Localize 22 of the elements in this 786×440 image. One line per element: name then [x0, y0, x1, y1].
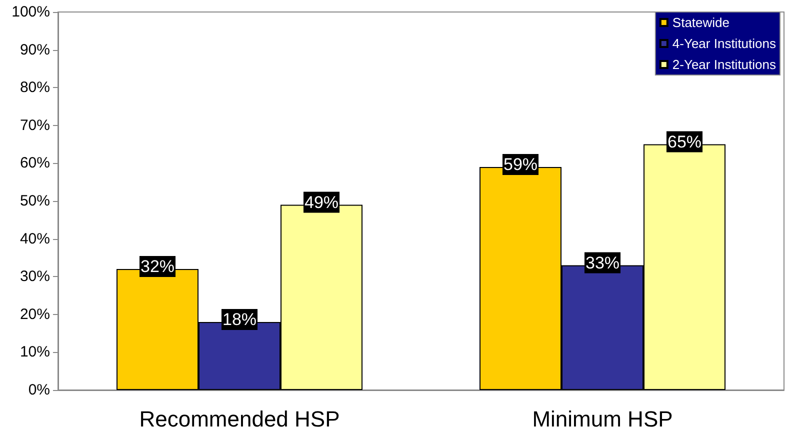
- legend-label: 4-Year Institutions: [672, 36, 776, 51]
- data-label: 49%: [304, 192, 339, 212]
- y-tick-label: 90%: [20, 41, 50, 58]
- y-tick-label: 50%: [20, 192, 50, 210]
- data-label: 33%: [585, 253, 620, 272]
- y-tick-label: 10%: [20, 344, 50, 361]
- y-tick-label: 30%: [20, 268, 50, 286]
- y-tick-label: 20%: [20, 306, 50, 323]
- data-label: 65%: [667, 132, 702, 152]
- y-tick-label: 70%: [20, 116, 50, 134]
- data-label: 59%: [503, 154, 538, 174]
- y-tick-label: 40%: [20, 230, 50, 248]
- legend-label: Statewide: [672, 15, 730, 30]
- data-label: 32%: [140, 257, 175, 276]
- y-tick-label: 0%: [28, 382, 50, 398]
- x-tick-label: Minimum HSP: [532, 406, 673, 432]
- data-label: 18%: [222, 310, 257, 329]
- y-tick-label: 80%: [20, 79, 50, 96]
- legend-label: 2-Year Institutions: [672, 57, 776, 72]
- x-tick-label: Recommended HSP: [139, 406, 340, 432]
- y-tick-label: 60%: [20, 154, 50, 172]
- y-tick-label: 100%: [12, 4, 50, 20]
